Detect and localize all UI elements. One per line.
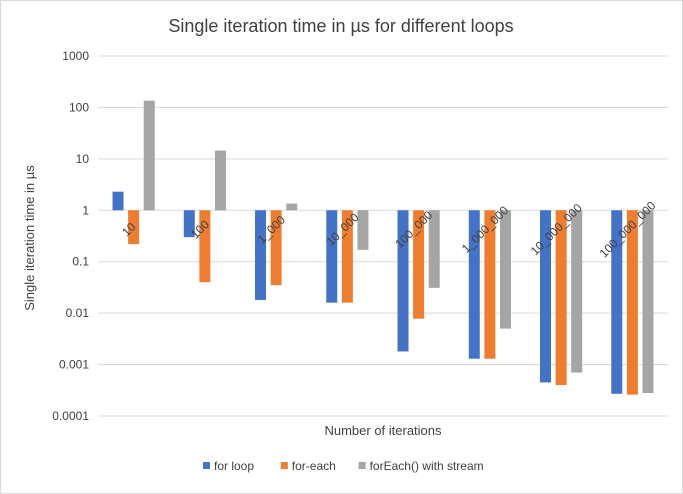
bar-foreach-with-stream-100000: [428, 210, 440, 288]
bar-foreach-with-stream-1000000: [499, 210, 511, 329]
y-tick-label: 0.1: [72, 255, 89, 269]
bar-for-loop-100000: [397, 210, 409, 352]
y-tick-label: 1000: [62, 49, 89, 63]
legend-swatch: [358, 462, 366, 469]
legend-swatch: [203, 462, 210, 469]
bar-for-loop-10: [112, 191, 124, 211]
bar-for-each-100000: [413, 210, 425, 319]
y-tick-label: 0.0001: [52, 409, 89, 423]
bar-foreach-with-stream-1000: [286, 203, 298, 211]
legend: for loop for-each forEach() with stream: [203, 459, 484, 473]
bar-for-each-1000000: [484, 210, 496, 359]
legend-label: forEach() with stream: [370, 459, 484, 473]
bar-for-loop-100000000: [611, 210, 623, 394]
y-axis-title: Single iteration time in µs: [22, 165, 37, 311]
bar-foreach-with-stream-10000000: [571, 210, 583, 373]
y-tick-label: 0.001: [59, 358, 89, 372]
bar-for-loop-1000000: [468, 210, 480, 359]
bar-foreach-with-stream-10000: [357, 210, 369, 250]
bar-for-each-100000000: [626, 210, 638, 395]
bar-for-each-10000: [341, 210, 353, 303]
y-axis-ticks: 1000 100 10 1 0.1 0.01 0.001 0.0001: [52, 49, 89, 423]
bars: [112, 100, 654, 395]
gridlines: [98, 55, 668, 417]
x-axis-title: Number of iterations: [324, 423, 442, 438]
legend-swatch: [280, 462, 288, 469]
bar-for-loop-100: [183, 210, 195, 238]
bar-for-each-1000: [270, 210, 282, 286]
y-tick-label: 0.01: [66, 306, 90, 320]
bar-for-loop-10000000: [540, 210, 552, 383]
bar-foreach-with-stream-100: [214, 150, 226, 211]
bar-for-each-10: [128, 210, 140, 245]
legend-label: for loop: [214, 459, 254, 473]
y-tick-label: 100: [69, 100, 89, 114]
chart-title: Single iteration time in µs for differen…: [168, 16, 513, 36]
y-tick-label: 10: [76, 152, 90, 166]
y-tick-label: 1: [82, 203, 89, 217]
bar-for-loop-1000: [255, 210, 267, 301]
legend-label: for-each: [292, 459, 336, 473]
bar-for-each-100: [199, 210, 211, 283]
bar-for-each-10000000: [555, 210, 567, 386]
bar-for-loop-10000: [326, 210, 338, 303]
bar-foreach-with-stream-10: [143, 100, 155, 211]
bar-foreach-with-stream-100000000: [642, 210, 654, 394]
